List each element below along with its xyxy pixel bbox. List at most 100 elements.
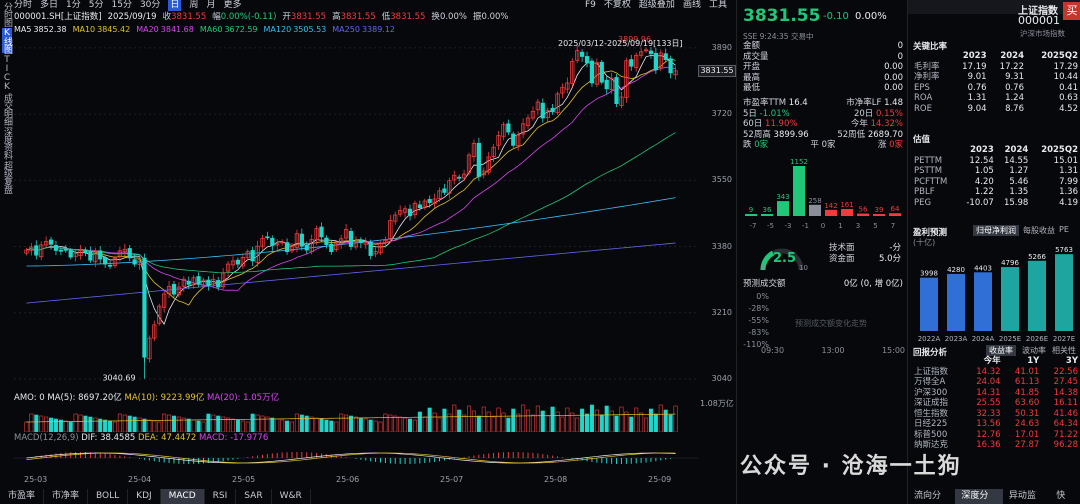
candle <box>560 83 565 99</box>
candle <box>260 234 265 250</box>
candle <box>447 177 452 199</box>
profit-bar <box>947 273 965 331</box>
profit-tab[interactable]: 每股收益 <box>1023 226 1055 235</box>
volume-bar <box>594 409 599 432</box>
rights-button[interactable]: 不复权 <box>603 0 631 10</box>
candle <box>619 91 624 109</box>
forecast-pct-label: -83% <box>748 328 769 337</box>
period-tab[interactable]: 1分 <box>66 0 81 10</box>
volume-bar <box>466 405 472 432</box>
volume-bar <box>191 419 196 432</box>
period-tab[interactable]: 更多 <box>223 0 242 10</box>
period-tab[interactable]: 5分 <box>88 0 104 10</box>
volume-bar <box>319 418 324 432</box>
panel-tab[interactable]: 深度分析 <box>955 489 1003 504</box>
return-tab[interactable]: 收益率 <box>986 345 1016 356</box>
profit-tab[interactable]: PE <box>1059 225 1069 234</box>
dist-xlabel: 3 <box>856 222 860 230</box>
period-tab[interactable]: 多日 <box>40 0 59 10</box>
indicator-tab[interactable]: KDJ <box>128 489 161 504</box>
volume-bar <box>575 417 580 432</box>
return-tab[interactable]: 波动率 <box>1022 346 1046 355</box>
indicator-tab[interactable]: 市净率 <box>44 489 89 504</box>
candle <box>280 239 285 246</box>
candle <box>314 225 319 245</box>
dist-value: 9 <box>749 206 753 214</box>
panel-tab[interactable]: 流向分析 <box>914 491 942 501</box>
period-tab[interactable]: 日 <box>168 0 182 11</box>
vertical-tab[interactable]: TICK <box>2 55 12 91</box>
volume-bar <box>560 416 565 432</box>
profit-tab[interactable]: 归母净利润 <box>973 225 1019 236</box>
candle <box>284 238 290 255</box>
table-row: PEG -10.07 15.98 4.19 <box>914 197 1078 208</box>
period-tab[interactable]: 周 <box>189 0 199 10</box>
indicator-tab[interactable]: MACD <box>160 489 205 504</box>
vertical-tab[interactable]: 超级复盘 <box>2 161 12 193</box>
vertical-tab[interactable]: 分时图 <box>2 2 12 26</box>
indicator-tab[interactable]: 市盈率 <box>0 489 45 504</box>
volume-bar <box>226 417 231 432</box>
panel-tab[interactable]: 快讯 <box>1056 491 1066 501</box>
volume-bar <box>186 418 191 432</box>
volume-bar <box>49 417 54 432</box>
candlestick-chart[interactable]: 3899.96 3040.69 2025/03/12-2025/09/19[133日… <box>14 36 698 390</box>
f9-button[interactable]: F9 <box>585 0 596 10</box>
ma-value: 3505.53 <box>293 25 327 34</box>
y-tick: 3720 <box>711 109 732 119</box>
vertical-tab[interactable]: K线图 <box>2 28 12 53</box>
vertical-tab[interactable]: 深度资料 <box>2 127 12 159</box>
period-tab[interactable]: 15分 <box>111 0 132 10</box>
volume-chart <box>24 404 678 432</box>
profit-value: 5266 <box>1028 253 1046 261</box>
candle <box>206 276 211 291</box>
volume-bar <box>93 417 98 432</box>
buy-button[interactable]: 买 <box>1063 2 1080 20</box>
volume-bar <box>34 414 39 432</box>
candle <box>407 204 413 221</box>
vertical-tab[interactable]: 成交明细 <box>2 93 12 125</box>
indicator-tab[interactable]: BOLL <box>88 489 129 504</box>
indicator-tab[interactable]: W&R <box>272 489 311 504</box>
profit-year: 2022A <box>918 335 941 343</box>
profit-year: 2027E <box>1053 335 1075 343</box>
indicator-tab[interactable]: SAR <box>236 489 272 504</box>
candle <box>63 245 68 253</box>
indicator-tab[interactable]: RSI <box>205 489 237 504</box>
volume-bar <box>240 420 245 432</box>
overlay-button[interactable]: 超级叠加 <box>638 0 675 10</box>
top-toolbar: F9 不复权 超级叠加 画线 工具 <box>585 0 727 11</box>
dist-value: 39 <box>875 206 884 214</box>
candle <box>176 282 182 298</box>
candle <box>157 303 162 326</box>
table-row: 深证成指 25.55 63.60 16.11 <box>914 398 1078 408</box>
candle <box>457 174 462 182</box>
volume-bar <box>496 407 501 432</box>
candle <box>324 235 329 249</box>
volume-bar <box>245 421 250 432</box>
candle <box>496 130 501 150</box>
table-row: 上证指数 14.32 41.01 22.56 <box>914 366 1078 377</box>
volume-bar <box>44 416 49 432</box>
quote-stats: 市盈率TTM 16.4 市净率LF 1.48 5日 -1.01% 20日 0.15%… <box>743 98 903 150</box>
volume-bar <box>653 413 658 432</box>
tools-button[interactable]: 工具 <box>708 0 727 10</box>
volume-bar <box>98 418 103 432</box>
volume-bar <box>63 420 68 432</box>
period-tab[interactable]: 月 <box>206 0 216 10</box>
candle <box>575 45 580 64</box>
open-value: 3831.55 <box>290 12 327 22</box>
volume-bar <box>462 414 467 432</box>
candle <box>476 137 481 181</box>
period-tab[interactable]: 30分 <box>139 0 161 10</box>
candle <box>466 152 472 176</box>
draw-button[interactable]: 画线 <box>682 0 701 10</box>
quote-field: 最高 0.00 <box>743 72 903 83</box>
candle <box>88 246 93 263</box>
ma-value: 3852.38 <box>33 25 67 34</box>
period-tab[interactable]: 分时 <box>14 0 33 10</box>
panel-tab[interactable]: 异动监控 <box>1008 491 1036 501</box>
return-tab[interactable]: 相关性 <box>1052 346 1076 355</box>
table-header: 2024 <box>1000 51 1024 61</box>
candle <box>491 144 496 163</box>
